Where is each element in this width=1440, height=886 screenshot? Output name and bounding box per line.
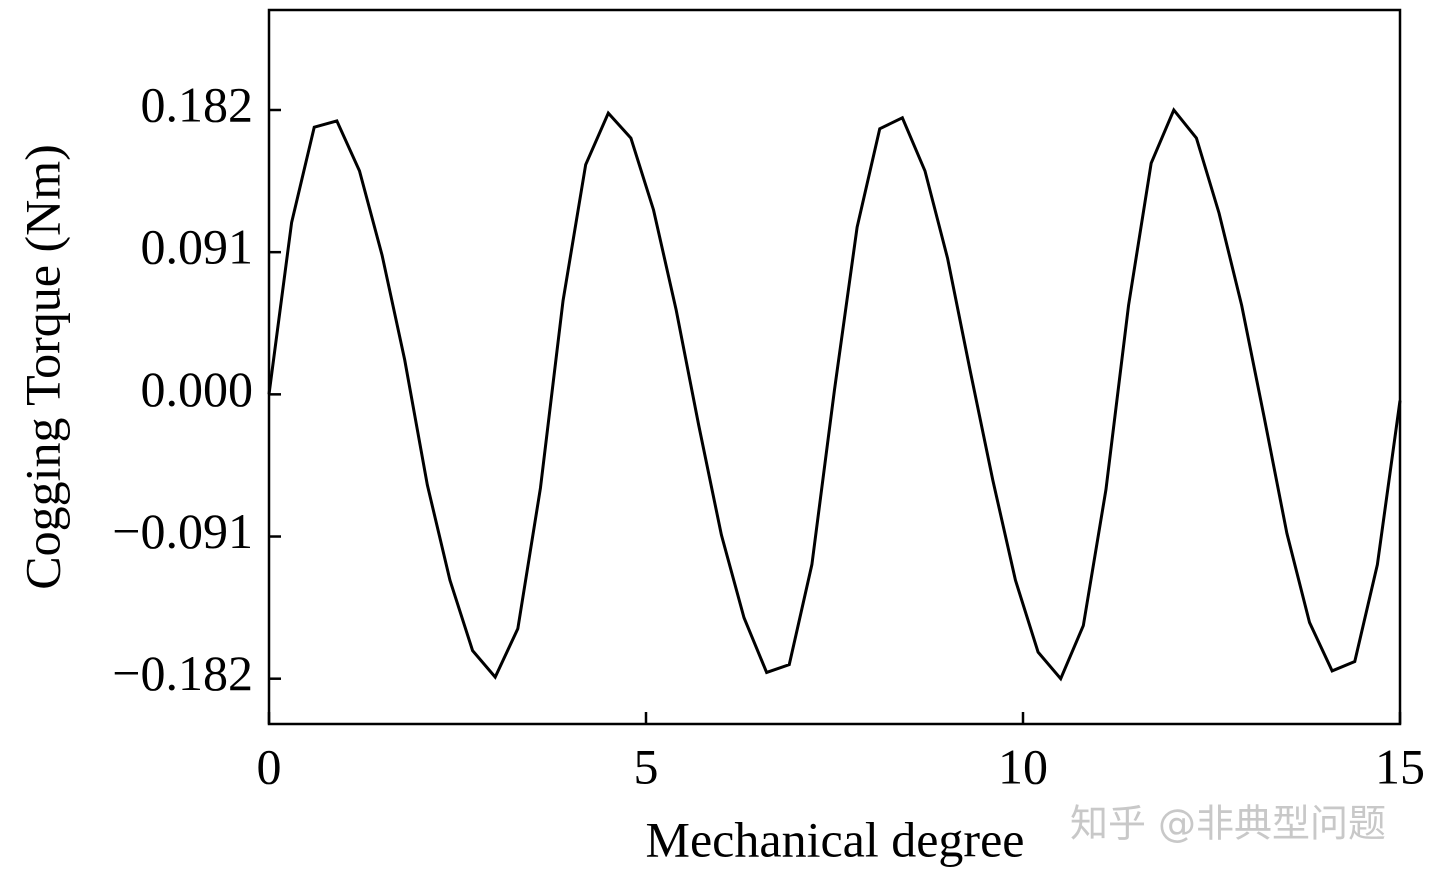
y-axis-label: Cogging Torque (Nm) — [14, 144, 70, 590]
x-tick-label: 10 — [998, 738, 1048, 794]
watermark: 知乎 @非典型问题 — [1070, 802, 1386, 846]
x-tick-label: 0 — [257, 738, 282, 794]
data-line — [267, 107, 1402, 682]
y-tick-label: −0.091 — [112, 503, 253, 559]
x-tick-label: 5 — [634, 738, 659, 794]
plot-frame — [267, 8, 1402, 726]
y-tick-label: −0.182 — [112, 645, 253, 701]
y-tick-label: 0.182 — [141, 76, 254, 132]
y-tick-label: 0.091 — [141, 219, 254, 275]
x-tick-label: 15 — [1375, 738, 1425, 794]
x-axis-label: Mechanical degree — [646, 811, 1025, 867]
y-tick-label: 0.000 — [141, 361, 254, 417]
